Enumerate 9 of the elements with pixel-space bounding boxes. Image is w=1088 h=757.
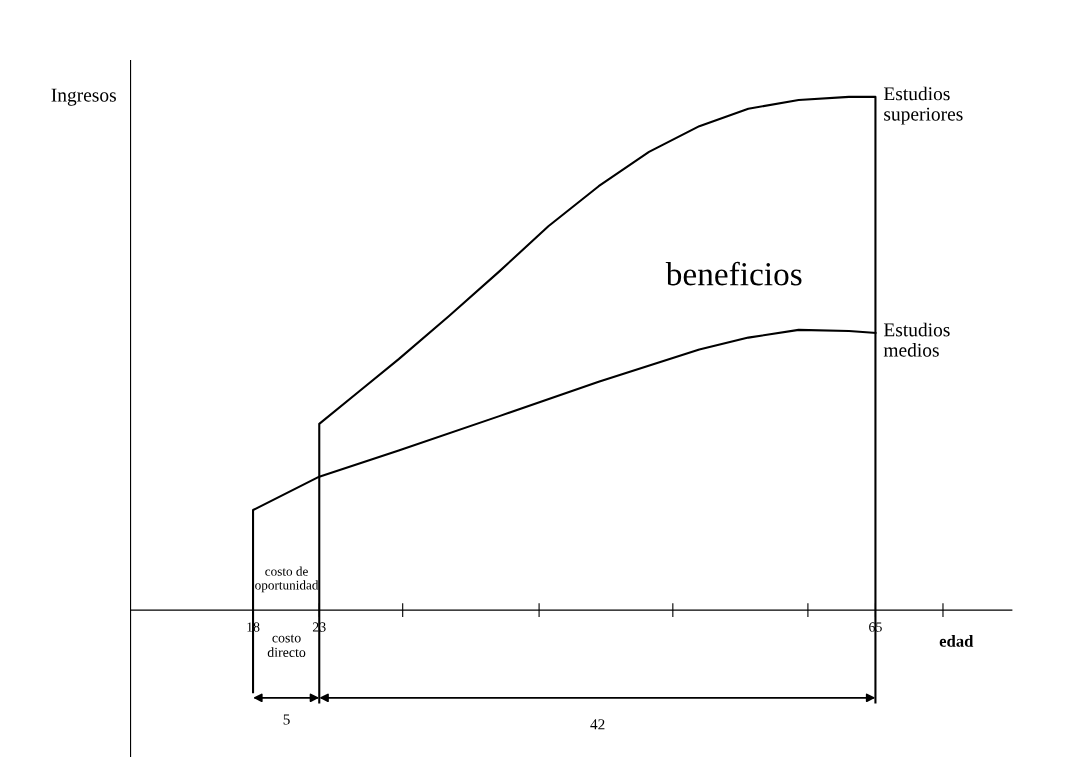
- annotation: costo directo: [267, 634, 306, 657]
- text: 42: [590, 719, 605, 730]
- series-label: Estudios medios: [883, 322, 950, 357]
- annotation: beneficios: [665, 261, 802, 286]
- annotation: costo de oportunidad: [255, 566, 319, 593]
- series-label: Estudios superiores: [883, 86, 963, 125]
- x-axis-title: edad: [939, 635, 974, 647]
- y-axis-title: Ingresos: [51, 88, 116, 106]
- text: 5: [283, 714, 290, 725]
